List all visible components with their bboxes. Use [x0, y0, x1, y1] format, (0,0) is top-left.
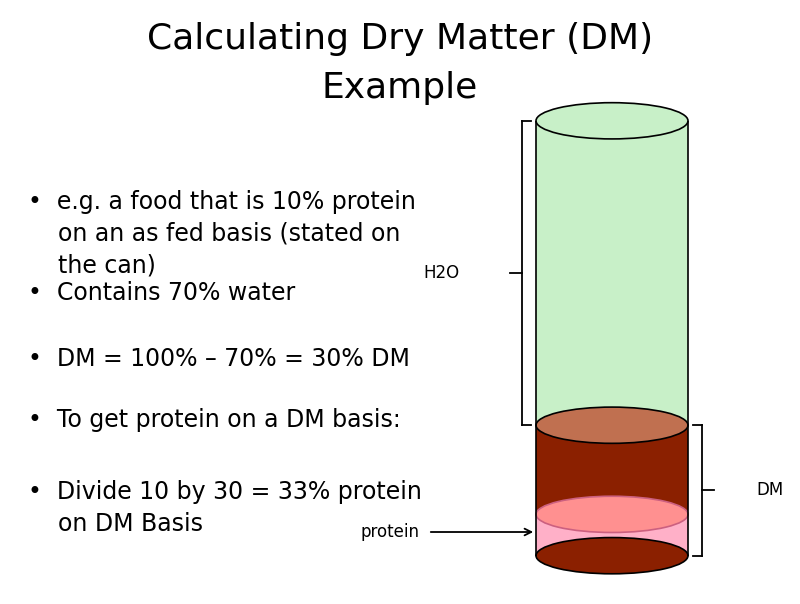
Bar	[536, 425, 688, 556]
Text: H2O: H2O	[424, 264, 460, 282]
Ellipse shape	[536, 496, 688, 533]
Text: DM: DM	[756, 481, 783, 500]
Text: Example: Example	[322, 71, 478, 104]
Text: •  e.g. a food that is 10% protein
    on an as fed basis (stated on
    the can: • e.g. a food that is 10% protein on an …	[28, 190, 416, 277]
Text: •  Contains 70% water: • Contains 70% water	[28, 281, 295, 305]
Bar	[536, 515, 688, 556]
Ellipse shape	[536, 407, 688, 443]
Ellipse shape	[536, 103, 688, 139]
Text: •  DM = 100% – 70% = 30% DM: • DM = 100% – 70% = 30% DM	[28, 347, 410, 371]
Text: Calculating Dry Matter (DM): Calculating Dry Matter (DM)	[147, 22, 653, 56]
Text: protein: protein	[361, 523, 420, 541]
Ellipse shape	[536, 538, 688, 574]
Text: •  To get protein on a DM basis:: • To get protein on a DM basis:	[28, 408, 401, 432]
Text: •  Divide 10 by 30 = 33% protein
    on DM Basis: • Divide 10 by 30 = 33% protein on DM Ba…	[28, 480, 422, 536]
Bar	[536, 121, 688, 425]
